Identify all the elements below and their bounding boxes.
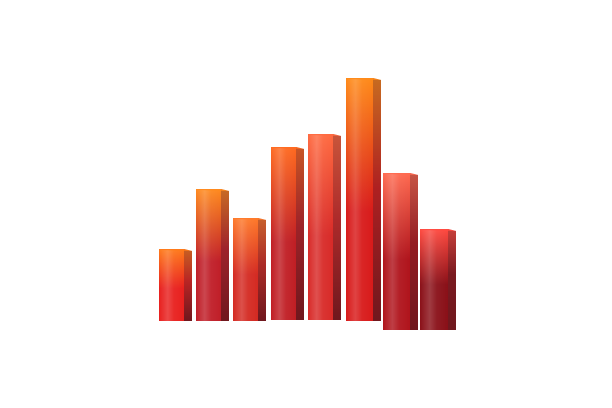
bar-top-cap [383, 173, 418, 175]
bar-top-cap [346, 78, 381, 80]
bar-5 [308, 134, 341, 320]
bar-7 [383, 173, 418, 330]
bar-4 [271, 147, 304, 320]
bar-top-cap [159, 249, 192, 251]
bar-side-shade [448, 229, 456, 330]
bar-top-cap [308, 134, 341, 136]
bar-highlight [196, 189, 221, 321]
bar-highlight [420, 229, 448, 330]
bar-highlight [233, 218, 258, 321]
bar-top-cap [233, 218, 266, 220]
bar-side-shade [373, 78, 381, 321]
bar-side-shade [410, 173, 418, 330]
bar-side-shade [258, 218, 266, 321]
bar-highlight [308, 134, 333, 320]
bar-2 [196, 189, 229, 321]
bars-group [159, 78, 456, 330]
bar-side-face [373, 78, 381, 321]
bar-side-face [258, 218, 266, 321]
bar-side-shade [184, 249, 192, 321]
bar-side-face [184, 249, 192, 321]
bar-side-shade [296, 147, 304, 320]
bar-highlight [383, 173, 410, 330]
bar-side-face [410, 173, 418, 330]
bar-3 [233, 218, 266, 321]
bar-1 [159, 249, 192, 321]
bar-side-shade [333, 134, 341, 320]
bar-side-face [221, 189, 229, 321]
bar-side-face [448, 229, 456, 330]
bar-side-face [333, 134, 341, 320]
bar-top-cap [196, 189, 229, 191]
bar-6 [346, 78, 381, 321]
bar-side-face [296, 147, 304, 320]
bar-side-shade [221, 189, 229, 321]
bar-8 [420, 229, 456, 330]
bar-highlight [271, 147, 296, 320]
bar-highlight [346, 78, 373, 321]
bar-highlight [159, 249, 184, 321]
bar-top-cap [420, 229, 456, 231]
bar-top-cap [271, 147, 304, 149]
